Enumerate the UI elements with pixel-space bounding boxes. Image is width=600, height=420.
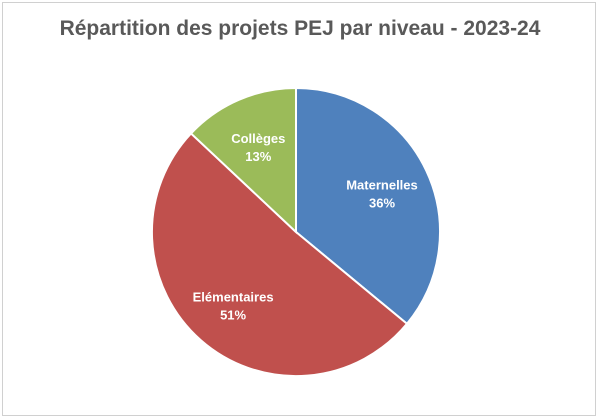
slice-value-colleges: 13% <box>245 149 271 164</box>
slice-label-colleges: Collèges <box>231 131 285 146</box>
pie-slice-maternelles <box>295 86 441 326</box>
pie-slice-colleges <box>189 86 297 235</box>
slice-label-elementaires: Elémentaires <box>193 289 274 304</box>
pie-slice-elementaires <box>150 132 409 378</box>
chart-title: Répartition des projets PEJ par niveau -… <box>59 17 541 40</box>
slice-value-maternelles: 36% <box>369 196 395 211</box>
slice-label-maternelles: Maternelles <box>346 178 418 193</box>
slice-value-elementaires: 51% <box>220 307 246 322</box>
